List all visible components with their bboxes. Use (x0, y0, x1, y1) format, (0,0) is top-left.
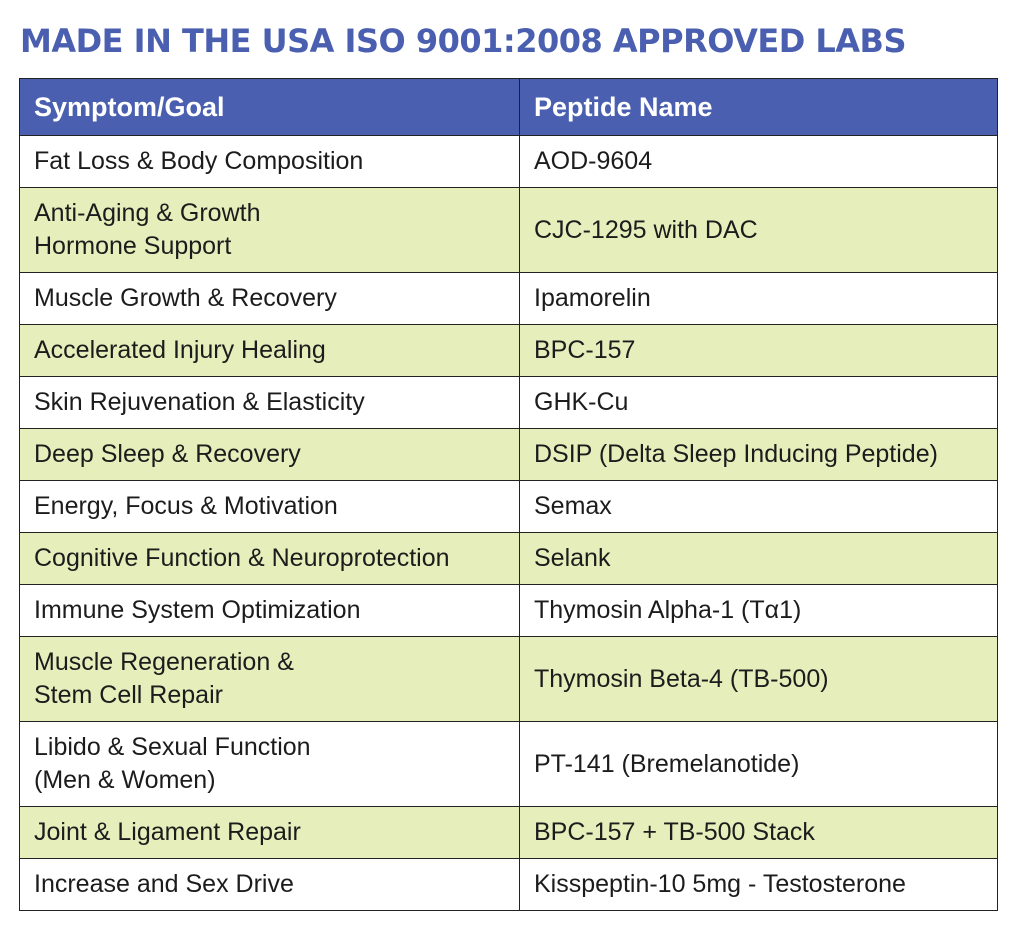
symptom-goal-text: Immune System Optimization (34, 596, 361, 624)
peptide-name-cell: GHK-Cu (519, 376, 998, 429)
table-body: Fat Loss & Body Composition AOD-9604 Anti-… (19, 135, 998, 911)
symptom-goal-text: Skin Rejuvenation & Elasticity (34, 388, 365, 416)
symptom-goal-text: Fat Loss & Body Composition (34, 147, 364, 175)
symptom-goal-cell: Increase and Sex Drive (19, 858, 520, 911)
column-header-peptide-name: Peptide Name (519, 78, 998, 136)
symptom-goal-cell: Muscle Regeneration & Stem Cell Repair (19, 636, 520, 722)
symptom-goal-text: Libido & Sexual Function (34, 733, 311, 761)
symptom-goal-cell: Muscle Growth & Recovery (19, 272, 520, 325)
table-row: Energy, Focus & Motivation Semax (19, 480, 998, 533)
symptom-goal-text: Stem Cell Repair (34, 681, 223, 709)
peptide-name-cell: Thymosin Alpha-1 (Tα1) (519, 584, 998, 637)
page-title: MADE IN THE USA ISO 9001:2008 APPROVED L… (20, 22, 906, 60)
symptom-goal-cell: Deep Sleep & Recovery (19, 428, 520, 481)
symptom-goal-text: Deep Sleep & Recovery (34, 440, 301, 468)
table-header-row: Symptom/Goal Peptide Name (19, 78, 998, 136)
symptom-goal-text: Hormone Support (34, 232, 232, 260)
symptom-goal-cell: Immune System Optimization (19, 584, 520, 637)
symptom-goal-cell: Anti-Aging & Growth Hormone Support (19, 187, 520, 273)
column-header-symptom-goal: Symptom/Goal (19, 78, 520, 136)
peptide-table: Symptom/Goal Peptide Name Fat Loss & Bod… (19, 78, 998, 911)
symptom-goal-text: Cognitive Function & Neuroprotection (34, 544, 450, 572)
symptom-goal-cell: Joint & Ligament Repair (19, 806, 520, 859)
table-row: Skin Rejuvenation & Elasticity GHK-Cu (19, 376, 998, 429)
peptide-name-cell: Selank (519, 532, 998, 585)
peptide-name-cell: DSIP (Delta Sleep Inducing Peptide) (519, 428, 998, 481)
peptide-name-cell: BPC-157 (519, 324, 998, 377)
peptide-name-cell: Thymosin Beta-4 (TB-500) (519, 636, 998, 722)
peptide-name-cell: AOD-9604 (519, 135, 998, 188)
symptom-goal-cell: Libido & Sexual Function (Men & Women) (19, 721, 520, 807)
table-row: Accelerated Injury Healing BPC-157 (19, 324, 998, 377)
symptom-goal-cell: Skin Rejuvenation & Elasticity (19, 376, 520, 429)
peptide-name-cell: Ipamorelin (519, 272, 998, 325)
peptide-name-cell: BPC-157 + TB-500 Stack (519, 806, 998, 859)
table-row: Anti-Aging & Growth Hormone Support CJC-12… (19, 187, 998, 273)
table-row: Fat Loss & Body Composition AOD-9604 (19, 135, 998, 188)
symptom-goal-text: Anti-Aging & Growth (34, 199, 261, 227)
table-row: Libido & Sexual Function (Men & Women) PT-… (19, 721, 998, 807)
symptom-goal-cell: Energy, Focus & Motivation (19, 480, 520, 533)
symptom-goal-text: Energy, Focus & Motivation (34, 492, 338, 520)
table-row: Cognitive Function & Neuroprotection Sela… (19, 532, 998, 585)
symptom-goal-text: Joint & Ligament Repair (34, 818, 301, 846)
symptom-goal-text: Accelerated Injury Healing (34, 336, 326, 364)
table-row: Muscle Regeneration & Stem Cell Repair Thy… (19, 636, 998, 722)
symptom-goal-text: Muscle Growth & Recovery (34, 284, 337, 312)
symptom-goal-text: Increase and Sex Drive (34, 870, 294, 898)
table-row: Muscle Growth & Recovery Ipamorelin (19, 272, 998, 325)
symptom-goal-text: Muscle Regeneration & (34, 648, 294, 676)
symptom-goal-text: (Men & Women) (34, 766, 216, 794)
table-row: Immune System Optimization Thymosin Alpha… (19, 584, 998, 637)
peptide-name-cell: Semax (519, 480, 998, 533)
symptom-goal-cell: Accelerated Injury Healing (19, 324, 520, 377)
peptide-name-cell: Kisspeptin-10 5mg - Testosterone (519, 858, 998, 911)
symptom-goal-cell: Cognitive Function & Neuroprotection (19, 532, 520, 585)
symptom-goal-cell: Fat Loss & Body Composition (19, 135, 520, 188)
table-row: Deep Sleep & Recovery DSIP (Delta Sleep I… (19, 428, 998, 481)
table-row: Increase and Sex Drive Kisspeptin-10 5mg … (19, 858, 998, 911)
peptide-name-cell: PT-141 (Bremelanotide) (519, 721, 998, 807)
peptide-name-cell: CJC-1295 with DAC (519, 187, 998, 273)
table-row: Joint & Ligament Repair BPC-157 + TB-500 … (19, 806, 998, 859)
